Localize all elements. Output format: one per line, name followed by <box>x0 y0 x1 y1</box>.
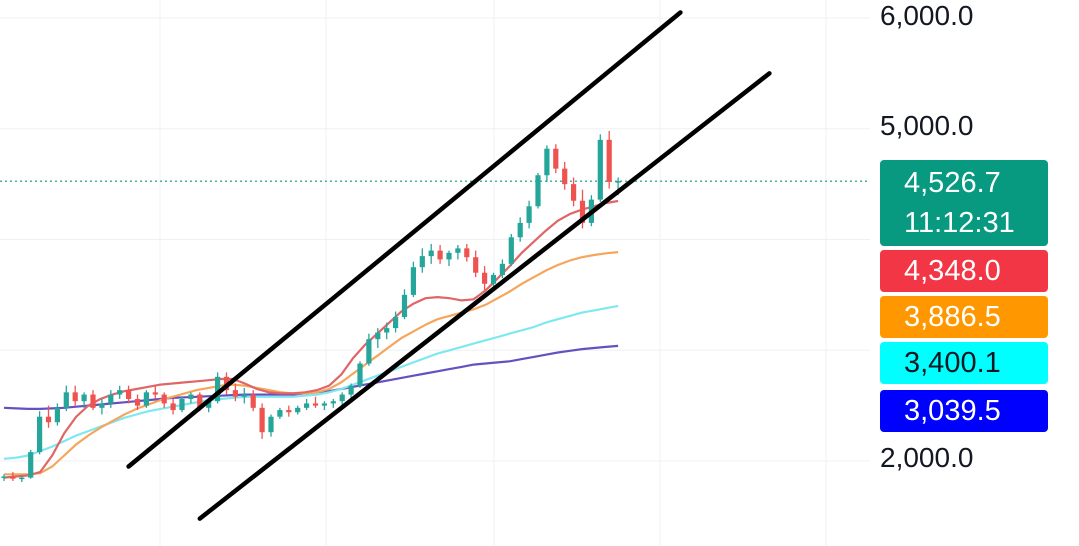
candle-body-45 <box>401 294 408 318</box>
candle-body-50 <box>446 252 452 260</box>
moving-average-line-1 <box>3 199 619 479</box>
candle-body-26 <box>232 390 238 397</box>
candle-body-35 <box>312 403 319 406</box>
candle-body-4 <box>37 416 43 453</box>
candle-body-21 <box>188 394 194 399</box>
candle-body-48 <box>428 250 434 257</box>
moving-average-line-4 <box>3 344 619 410</box>
candle-body-57 <box>508 237 514 264</box>
candle-body-52 <box>464 248 470 258</box>
candle-body-20 <box>179 398 185 411</box>
bar-countdown: 11:12:31 <box>904 207 1015 239</box>
candle-body-55 <box>490 274 497 284</box>
candle-body-19 <box>170 403 176 411</box>
price-axis-label-5000: 5,000.0 <box>880 110 974 141</box>
ma-tag-1-value: 4,348.0 <box>904 254 1001 287</box>
ma-tag-3-value: 3,400.1 <box>904 346 1001 379</box>
ma-tag-4-value: 3,039.5 <box>904 394 1001 427</box>
candle-body-5 <box>45 416 52 423</box>
candle-body-58 <box>517 222 523 238</box>
ma-tag-1: 4,348.0 <box>880 250 1048 292</box>
candle-body-46 <box>410 267 416 295</box>
trend-channel-line-1 <box>126 10 683 469</box>
candle-body-34 <box>304 403 310 408</box>
moving-average-line-3 <box>3 304 619 460</box>
ma-tag-2: 3,886.5 <box>880 296 1048 338</box>
candle-body-54 <box>482 272 488 284</box>
candle-body-44 <box>393 317 399 329</box>
candle-body-29 <box>259 407 265 433</box>
candle-body-49 <box>437 250 443 260</box>
candle-body-65 <box>579 200 586 223</box>
candle-body-63 <box>562 168 568 185</box>
price-axis-label-6000: 6,000.0 <box>880 0 974 31</box>
candle-body-22 <box>197 394 203 408</box>
candle-body-47 <box>419 256 425 268</box>
candle-body-40 <box>357 363 363 386</box>
candle-body-68 <box>606 139 612 182</box>
candle-body-1 <box>10 476 16 479</box>
current-price-tag: 4,526.7 11:12:31 <box>880 160 1048 246</box>
candle-body-41 <box>366 339 372 364</box>
candle-body-14 <box>126 390 132 399</box>
candle-body-62 <box>553 148 559 169</box>
candle-body-28 <box>250 394 256 408</box>
price-axis-label-2000: 2,000.0 <box>880 442 974 473</box>
candle-body-42 <box>375 332 381 340</box>
candle-body-2 <box>19 477 25 480</box>
candle-body-15 <box>134 398 141 406</box>
candle-body-8 <box>72 392 78 402</box>
trend-channel-line-2 <box>197 71 772 521</box>
candle-body-37 <box>330 401 336 404</box>
ma-tag-4: 3,039.5 <box>880 390 1048 432</box>
candle-body-33 <box>295 407 301 413</box>
candle-body-3 <box>28 452 34 478</box>
candle-body-56 <box>499 263 505 275</box>
candle-body-16 <box>143 392 149 406</box>
candle-body-69 <box>615 181 621 183</box>
candle-body-30 <box>268 416 274 433</box>
candle-body-17 <box>152 392 158 395</box>
candle-body-0 <box>1 476 7 479</box>
candle-body-7 <box>63 392 69 408</box>
candle-body-51 <box>455 248 461 253</box>
candle-body-38 <box>339 394 345 402</box>
candle-body-27 <box>241 394 247 397</box>
candle-body-13 <box>117 390 123 395</box>
candle-body-31 <box>277 410 283 417</box>
candle-body-39 <box>348 385 354 395</box>
candle-body-60 <box>535 175 541 207</box>
candle-body-24 <box>215 376 221 402</box>
candle-body-36 <box>321 403 327 406</box>
moving-average-line-2 <box>4 251 619 476</box>
candle-body-53 <box>473 257 479 273</box>
ma-tag-2-value: 3,886.5 <box>904 300 1001 333</box>
candle-body-61 <box>544 148 550 176</box>
candle-body-9 <box>81 394 87 402</box>
candle-body-43 <box>384 328 390 333</box>
candle-body-10 <box>90 394 96 408</box>
current-price-value: 4,526.7 <box>904 167 1001 199</box>
candle-body-18 <box>161 394 167 404</box>
candle-body-59 <box>526 206 532 223</box>
candle-body-64 <box>571 184 577 201</box>
candle-body-23 <box>206 401 212 408</box>
candle-body-32 <box>286 410 292 413</box>
candle-body-67 <box>597 139 603 200</box>
candle-body-12 <box>108 394 114 404</box>
ma-tag-3: 3,400.1 <box>880 342 1048 384</box>
candle-body-6 <box>54 407 60 423</box>
candle-body-11 <box>99 403 105 408</box>
